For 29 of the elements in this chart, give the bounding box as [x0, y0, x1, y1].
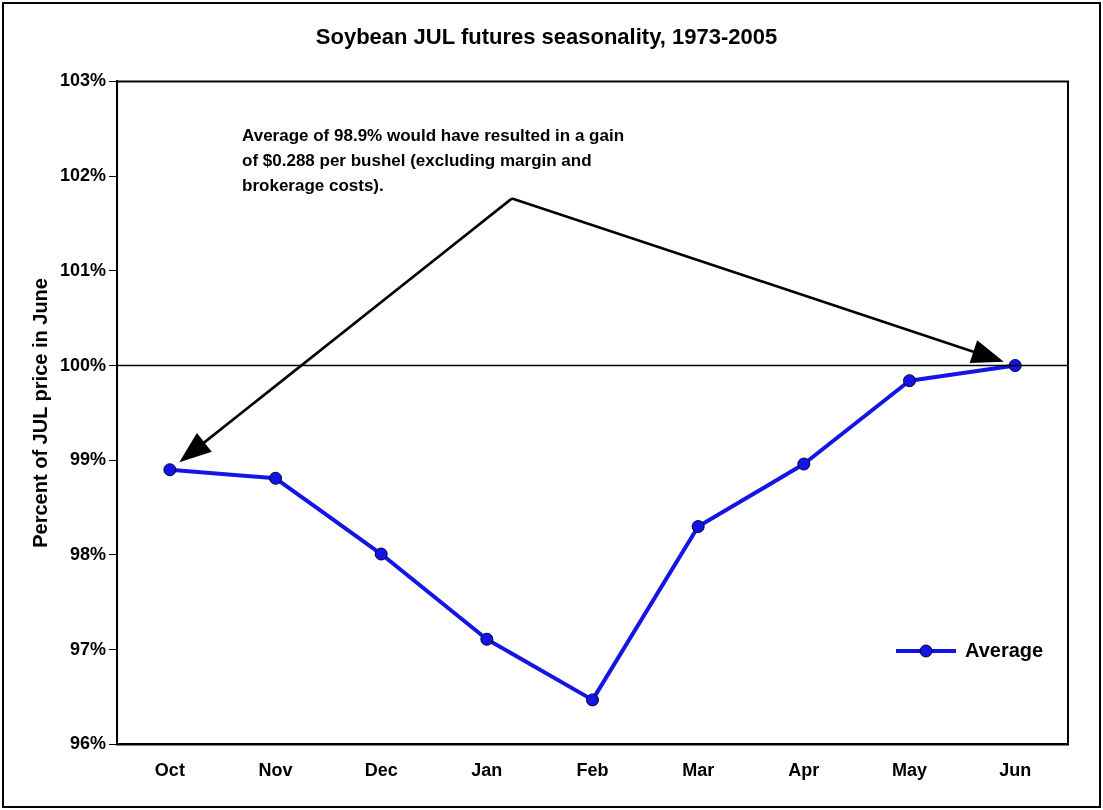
point [374, 547, 388, 561]
y-tick-label: 96% [70, 733, 107, 754]
point [163, 463, 177, 477]
x-tick-label: Oct [154, 760, 185, 781]
x-tick-label: Apr [788, 760, 820, 781]
x-tick-label: Feb [576, 760, 609, 781]
y-tick-label: 99% [70, 449, 107, 470]
y-tick-label: 101% [59, 259, 107, 280]
point [586, 693, 600, 707]
point [269, 471, 283, 485]
x-tick-label: Jun [999, 760, 1032, 781]
point [797, 457, 811, 471]
y-axis-title: Percent of JUL price in June [28, 278, 51, 548]
x-tick-label: Dec [364, 760, 398, 781]
y-tick-label: 103% [59, 70, 107, 91]
x-tick-label: May [892, 760, 928, 781]
y-tick-label: 102% [59, 165, 107, 186]
legend-label: Average [965, 639, 1044, 663]
y-tick-label: 98% [70, 543, 107, 564]
point [903, 374, 917, 388]
annotation: Average of 98.9% would have resulted in a gain of $0.288 per bushel (excluding margin and brokerage costs). [242, 126, 625, 196]
x-tick-label: Nov [258, 760, 293, 781]
y-tick-label: 97% [70, 638, 107, 659]
x-tick-label: Mar [682, 760, 715, 781]
x-tick-label: Jan [471, 760, 503, 781]
chart-title: Soybean JUL futures seasonality, 1973-2005 [315, 24, 778, 50]
y-tick-label: 100% [59, 354, 107, 375]
point [480, 632, 494, 646]
point [691, 520, 705, 534]
